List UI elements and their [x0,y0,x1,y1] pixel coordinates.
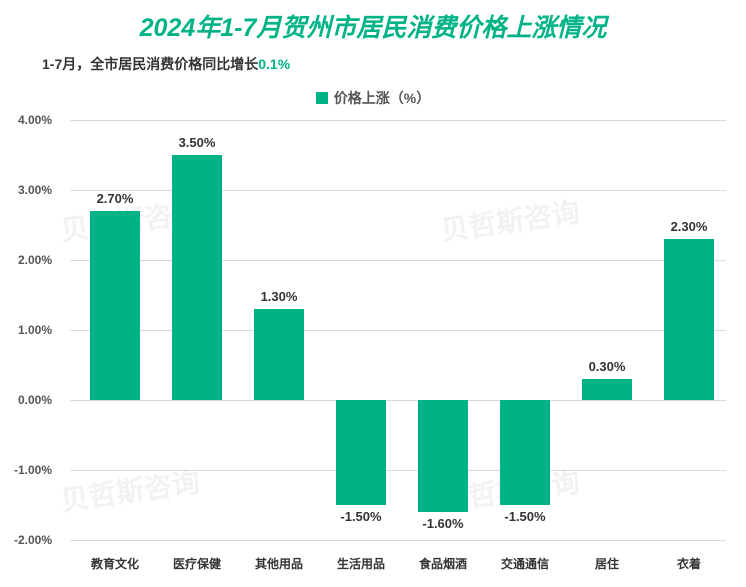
gridline [70,400,726,401]
x-axis-labels: 教育文化医疗保健其他用品生活用品食品烟酒交通通信居住衣着 [70,555,726,575]
y-tick-label: -2.00% [14,533,52,547]
bar [336,400,386,505]
x-tick-label: 衣着 [649,555,729,572]
bar-value-label: 2.30% [649,219,729,234]
gridline [70,330,726,331]
gridline [70,540,726,541]
x-tick-label: 食品烟酒 [403,555,483,572]
chart-legend: 价格上涨（%） [0,74,746,108]
y-tick-label: 0.00% [18,393,52,407]
bar [418,400,468,512]
x-tick-label: 居住 [567,555,647,572]
bar-value-label: 0.30% [567,359,647,374]
x-tick-label: 生活用品 [321,555,401,572]
bar-value-label: -1.50% [485,509,565,524]
bar [254,309,304,400]
chart-plot-area: 2.70% 3.50% 1.30% -1.50%-1.60%-1.50% 0.30% 2.… [70,120,726,540]
y-tick-label: 1.00% [18,323,52,337]
gridline [70,190,726,191]
bar-value-label: -1.60% [403,516,483,531]
y-tick-label: 2.00% [18,253,52,267]
bar [172,155,222,400]
bar-value-label: 3.50% [157,135,237,150]
bar [500,400,550,505]
y-tick-label: 3.00% [18,183,52,197]
x-tick-label: 医疗保健 [157,555,237,572]
chart-title: 2024年1-7月贺州市居民消费价格上涨情况 [0,0,746,44]
legend-label: 价格上涨（%） [334,90,430,106]
bar [664,239,714,400]
legend-swatch [316,92,328,104]
y-axis: -2.00%-1.00%0.00%1.00%2.00%3.00%4.00% [0,120,60,540]
x-tick-label: 交通通信 [485,555,565,572]
chart-subtitle: 1-7月，全市居民消费价格同比增长0.1% [0,44,746,74]
x-tick-label: 其他用品 [239,555,319,572]
y-tick-label: 4.00% [18,113,52,127]
gridline [70,120,726,121]
bar [582,379,632,400]
gridline [70,470,726,471]
bar-value-label: 2.70% [75,191,155,206]
subtitle-prefix: 1-7月，全市居民消费价格同比增长 [42,56,258,72]
bar [90,211,140,400]
x-tick-label: 教育文化 [75,555,155,572]
bar-value-label: -1.50% [321,509,401,524]
y-tick-label: -1.00% [14,463,52,477]
subtitle-highlight: 0.1% [258,56,290,72]
gridline [70,260,726,261]
bar-value-label: 1.30% [239,289,319,304]
